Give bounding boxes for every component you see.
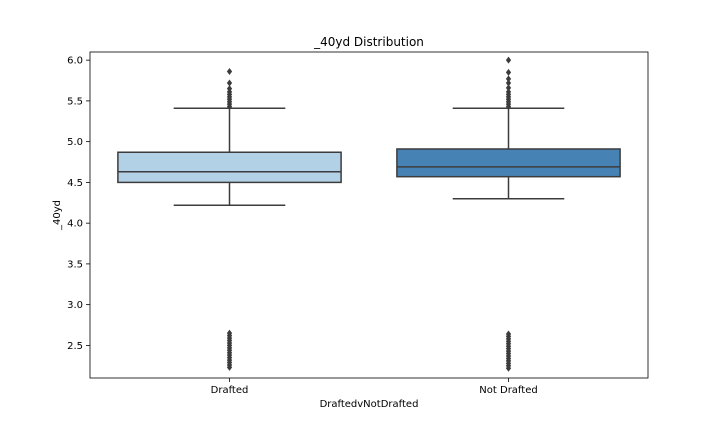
box-group-not-drafted — [396, 56, 621, 372]
y-tick-label: 4.0 — [67, 219, 83, 230]
x-tick-label: Not Drafted — [479, 385, 537, 396]
y-axis-label: _40yd — [52, 200, 63, 231]
outlier-point — [226, 68, 233, 76]
box-group-drafted — [117, 68, 342, 371]
outlier-point — [505, 56, 512, 64]
plot-layer — [117, 56, 621, 372]
outlier-point — [226, 103, 233, 111]
y-tick-label: 2.5 — [67, 341, 83, 352]
outlier-point — [226, 79, 233, 87]
y-axis: 2.5 3.0 3.5 4.0 4.5 5.0 5.5 6.0 — [67, 56, 90, 352]
y-tick-label: 6.0 — [67, 56, 83, 67]
y-tick-label: 5.5 — [67, 96, 83, 107]
x-axis: Drafted Not Drafted — [211, 378, 538, 396]
outlier-point — [505, 103, 512, 111]
outlier-point — [505, 364, 512, 372]
outlier-point — [505, 68, 512, 76]
x-tick-label: Drafted — [211, 385, 249, 396]
outlier-point — [505, 84, 512, 92]
chart-title: _40yd Distribution — [313, 35, 424, 49]
outlier-point — [505, 79, 512, 87]
y-tick-label: 3.5 — [67, 259, 83, 270]
y-tick-label: 3.0 — [67, 300, 83, 311]
outlier-point — [226, 363, 233, 371]
plot-area-frame — [89, 51, 649, 379]
y-tick-label: 4.5 — [67, 178, 83, 189]
iqr-box — [117, 151, 342, 184]
iqr-box — [396, 148, 621, 178]
x-axis-label: DraftedvNotDrafted — [320, 399, 419, 410]
outlier-point — [505, 75, 512, 83]
y-tick-label: 5.0 — [67, 137, 83, 148]
